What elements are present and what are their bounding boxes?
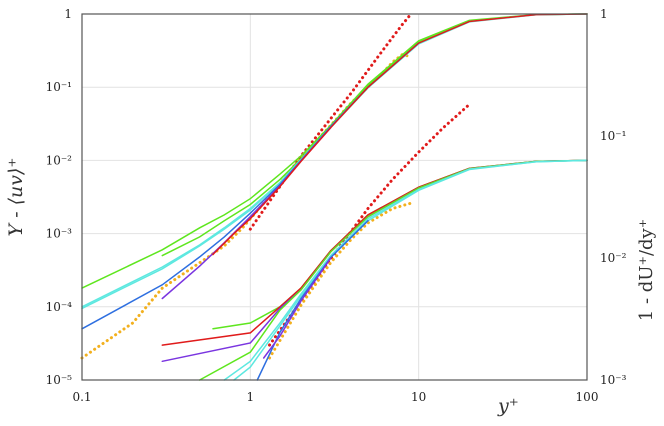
series-upper-8: [212, 13, 588, 256]
series-upper-3: [161, 13, 588, 257]
y-left-tick-label-0: 1: [64, 7, 72, 21]
series-upper-2: [81, 13, 588, 289]
y-right-tick-label-3: 10⁻³: [600, 373, 627, 387]
series-lower-10: [268, 201, 413, 360]
y-right-tick-label-2: 10⁻²: [600, 251, 627, 265]
series-upper-5: [81, 13, 588, 310]
y-left-tick-label-5: 10⁻⁵: [46, 373, 73, 387]
gridlines: [82, 14, 587, 380]
x-axis-label: y⁺: [497, 395, 519, 417]
y-right-tick-label-1: 10⁻¹: [600, 129, 626, 143]
series-lower-11: [212, 159, 588, 330]
series-lower-18: [262, 257, 332, 359]
y-axis-label-left: Y - ⟨uv⟩⁺: [5, 158, 27, 237]
y-left-tick-label-3: 10⁻³: [46, 227, 73, 241]
y-axis-label-right: 1 - dU⁺/dy⁺: [636, 219, 657, 321]
y-left-tick-label-4: 10⁻⁴: [46, 300, 73, 314]
y-left-tick-label-1: 10⁻¹: [46, 80, 72, 94]
series-lower-13: [161, 159, 588, 363]
tick-labels: 0.1 1 10 100 1 10⁻¹ 10⁻² 10⁻³ 10⁻⁴ 10⁻⁵ 1 10⁻¹ 10⁻² 1…: [46, 7, 627, 404]
x-tick-label-2: 10: [411, 390, 426, 404]
series-lower-15: [223, 159, 588, 381]
x-tick-label-0: 0.1: [72, 390, 91, 404]
series-upper-0: [248, 12, 413, 231]
series-lower-12: [161, 159, 588, 346]
series-group: [80, 12, 588, 381]
x-tick-label-1: 1: [247, 390, 255, 404]
y-right-tick-label-0: 1: [600, 7, 608, 21]
plot-frame: [81, 13, 588, 381]
x-tick-label-3: 100: [576, 390, 599, 404]
series-lower-17: [256, 219, 369, 381]
y-left-tick-label-2: 10⁻²: [46, 153, 73, 167]
